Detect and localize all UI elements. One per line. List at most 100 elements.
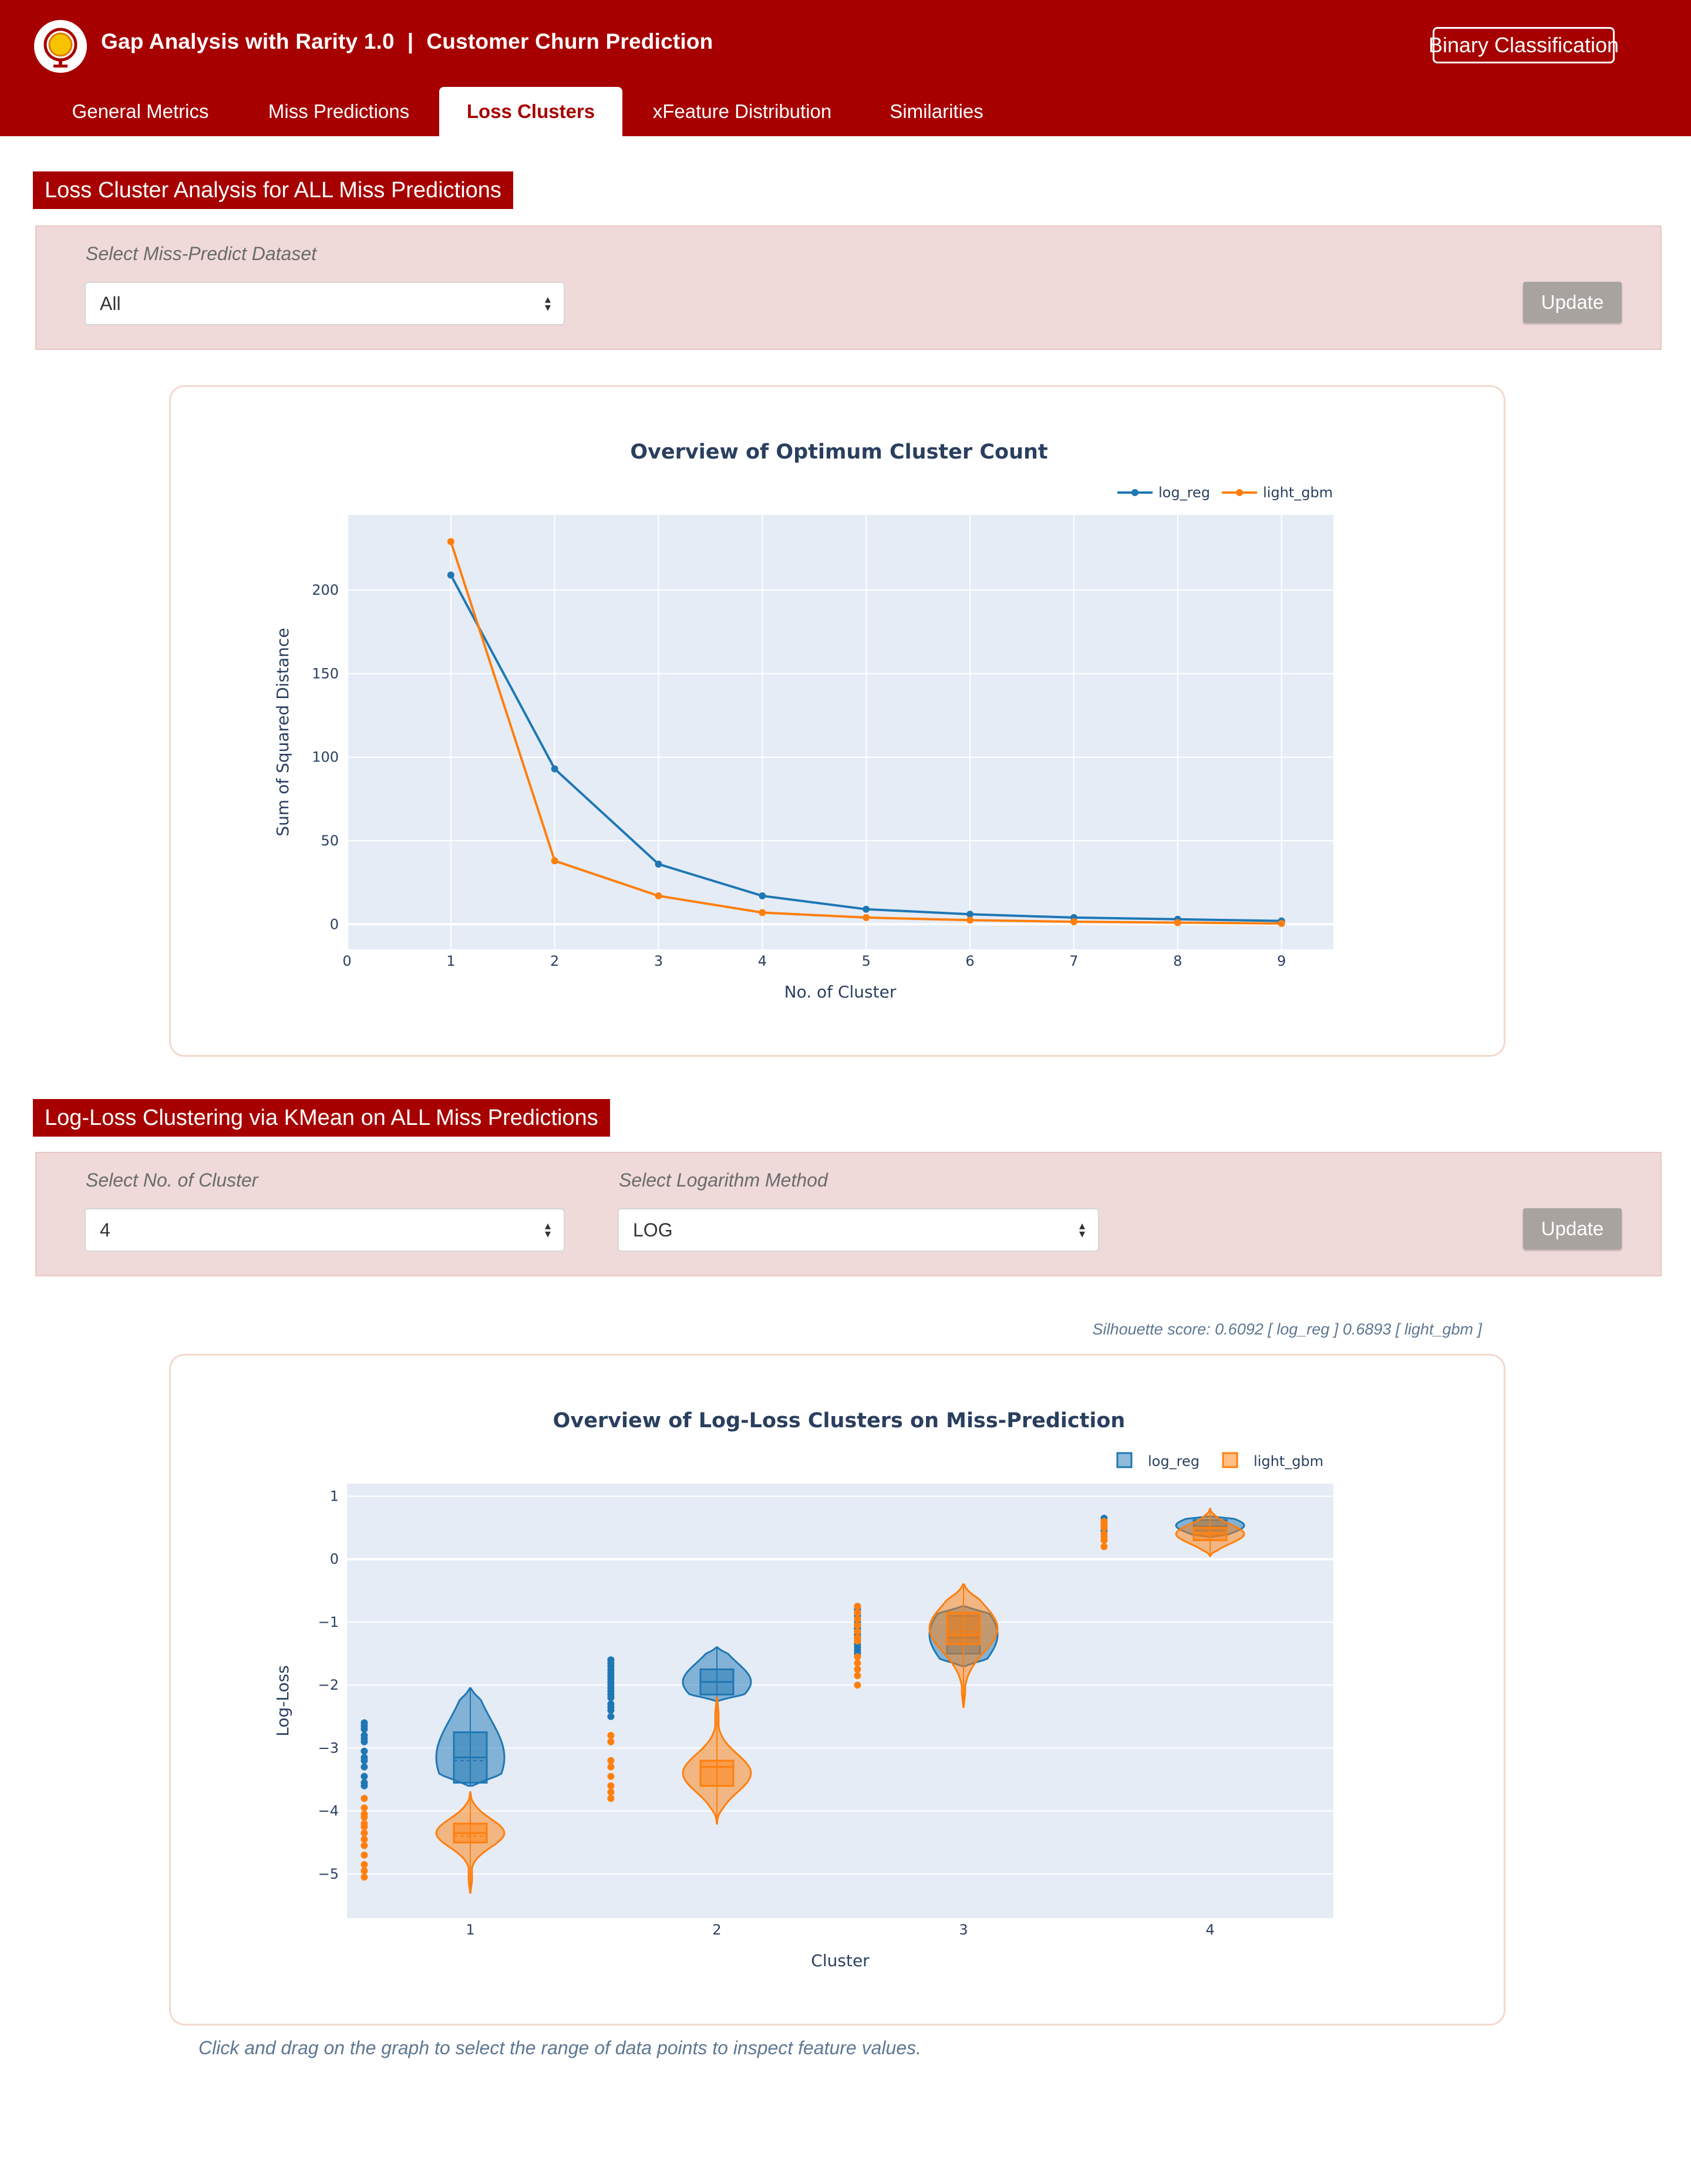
app-header: Gap Analysis with Rarity 1.0 | Customer Ch…	[0, 0, 1691, 136]
y-tick-label: −2	[318, 1677, 339, 1693]
dataset-select-label: Select Miss-Predict Dataset	[86, 243, 317, 264]
legend-label-log_reg: log_reg	[1148, 1453, 1200, 1470]
globe-logo-icon	[34, 20, 87, 73]
outlier-point-light_gbm	[361, 1829, 368, 1837]
outlier-point-light_gbm	[607, 1738, 615, 1745]
outlier-point-log_reg	[607, 1694, 615, 1701]
data-point-light_gbm	[1070, 918, 1077, 926]
outlier-point-log_reg	[361, 1747, 368, 1755]
outlier-point-light_gbm	[854, 1609, 861, 1616]
x-tick-label: 3	[654, 953, 663, 969]
y-tick-label: 200	[312, 582, 339, 598]
outlier-point-light_gbm	[361, 1842, 368, 1849]
outlier-point-light_gbm	[854, 1622, 861, 1629]
y-tick-label: 100	[312, 749, 339, 766]
x-tick-label: 2	[712, 1922, 721, 1938]
y-tick-label: 50	[321, 833, 339, 849]
outlier-point-light_gbm	[361, 1873, 368, 1881]
update-button[interactable]: Update	[1523, 1208, 1622, 1249]
x-tick-label: 3	[959, 1922, 968, 1938]
data-point-light_gbm	[551, 857, 558, 865]
select-caret-icon: ▴ ▾	[544, 293, 551, 314]
data-point-log_reg	[966, 911, 974, 918]
outlier-point-log_reg	[361, 1763, 368, 1771]
outlier-point-light_gbm	[361, 1795, 368, 1802]
x-tick-label: 5	[862, 953, 871, 969]
data-point-log_reg	[447, 571, 454, 579]
section-title-log-loss-clustering: Log-Loss Clustering via KMean on ALL Mis…	[33, 1099, 610, 1137]
clustering-control-panel: Select No. of Cluster 4 ▴ ▾ Select Logari…	[35, 1152, 1662, 1276]
dataset-control-panel: Select Miss-Predict Dataset All ▴ ▾ Updat…	[35, 225, 1662, 350]
x-tick-label: 9	[1277, 953, 1286, 969]
legend-label-light_gbm: light_gbm	[1263, 484, 1333, 501]
data-point-light_gbm	[863, 914, 870, 921]
outlier-point-light_gbm	[607, 1731, 615, 1739]
outlier-point-light_gbm	[607, 1795, 615, 1802]
legend-label-log_reg: log_reg	[1158, 484, 1210, 501]
outlier-point-light_gbm	[854, 1666, 861, 1673]
outlier-point-light_gbm	[361, 1861, 368, 1868]
app-title: Gap Analysis with Rarity 1.0 | Customer Ch…	[101, 29, 713, 54]
silhouette-score: Silhouette score: 0.6092 [ log_reg ] 0.6…	[1092, 1320, 1482, 1338]
x-axis-title: No. of Cluster	[784, 982, 897, 1002]
legend-label-light_gbm: light_gbm	[1254, 1453, 1323, 1470]
outlier-point-light_gbm	[607, 1788, 615, 1796]
data-point-log_reg	[655, 860, 662, 868]
y-tick-label: −5	[318, 1866, 339, 1882]
outlier-point-light_gbm	[607, 1782, 615, 1789]
y-tick-label: 1	[330, 1488, 339, 1504]
outlier-point-log_reg	[361, 1757, 368, 1764]
outlier-point-log_reg	[361, 1738, 368, 1745]
chart-title: Overview of Optimum Cluster Count	[630, 440, 1047, 464]
y-tick-label: −4	[318, 1803, 339, 1819]
outlier-point-light_gbm	[854, 1603, 861, 1610]
outlier-point-log_reg	[361, 1782, 368, 1789]
chart-interaction-hint: Click and drag on the graph to select th…	[198, 2037, 921, 2058]
data-point-light_gbm	[759, 909, 766, 916]
outlier-point-light_gbm	[361, 1804, 368, 1812]
legend-marker-log_reg	[1116, 1452, 1133, 1468]
cluster-count-value: 4	[100, 1219, 110, 1241]
dataset-select-value: All	[100, 292, 121, 314]
outlier-point-log_reg	[607, 1707, 615, 1714]
outlier-point-light_gbm	[361, 1835, 368, 1843]
outlier-point-light_gbm	[1100, 1530, 1108, 1538]
data-point-light_gbm	[655, 892, 662, 899]
optimum-cluster-chart[interactable]: Overview of Optimum Cluster Count0501001…	[171, 387, 1507, 1059]
outlier-point-light_gbm	[854, 1637, 861, 1645]
outlier-point-light_gbm	[1100, 1543, 1108, 1551]
outlier-point-light_gbm	[854, 1659, 861, 1667]
data-point-light_gbm	[447, 538, 454, 545]
log-loss-cluster-chart[interactable]: Overview of Log-Loss Clusters on Miss-Pr…	[171, 1356, 1507, 2027]
app-name: Gap Analysis with Rarity 1.0	[101, 29, 395, 53]
y-tick-label: −1	[318, 1614, 339, 1630]
chart-title: Overview of Log-Loss Clusters on Miss-Pr…	[553, 1409, 1126, 1433]
outlier-point-light_gbm	[854, 1653, 861, 1660]
plot-area	[347, 1484, 1333, 1918]
outlier-point-light_gbm	[361, 1851, 368, 1859]
dataset-select[interactable]: All ▴ ▾	[85, 282, 565, 325]
outlier-point-light_gbm	[854, 1628, 861, 1636]
tab-general-metrics[interactable]: General Metrics	[72, 100, 209, 122]
x-tick-label: 0	[342, 953, 351, 969]
tab-loss-clusters[interactable]: Loss Clusters	[439, 87, 622, 136]
optimum-cluster-chart-card: Overview of Optimum Cluster Count 0 50 100 1…	[169, 385, 1505, 1057]
x-tick-label: 8	[1173, 953, 1182, 969]
data-point-light_gbm	[1174, 919, 1181, 926]
select-caret-icon: ▴ ▾	[544, 1219, 551, 1241]
tab-miss-predictions[interactable]: Miss Predictions	[268, 100, 410, 122]
x-tick-label: 7	[1069, 953, 1078, 969]
y-tick-label: 0	[330, 1551, 339, 1568]
tab-similarities[interactable]: Similarities	[890, 100, 983, 122]
cluster-count-select[interactable]: 4 ▴ ▾	[85, 1208, 565, 1252]
cluster-count-label: Select No. of Cluster	[86, 1169, 258, 1191]
update-button[interactable]: Update	[1523, 282, 1622, 323]
y-tick-label: 0	[330, 916, 339, 932]
outlier-point-light_gbm	[854, 1681, 861, 1689]
tab-xfeature-distribution[interactable]: xFeature Distribution	[652, 100, 832, 122]
data-point-light_gbm	[1278, 919, 1285, 927]
log-method-select[interactable]: LOG ▴ ▾	[618, 1208, 1099, 1252]
x-tick-label: 1	[466, 1922, 474, 1938]
outlier-point-light_gbm	[1100, 1518, 1108, 1525]
plot-area	[347, 515, 1333, 949]
